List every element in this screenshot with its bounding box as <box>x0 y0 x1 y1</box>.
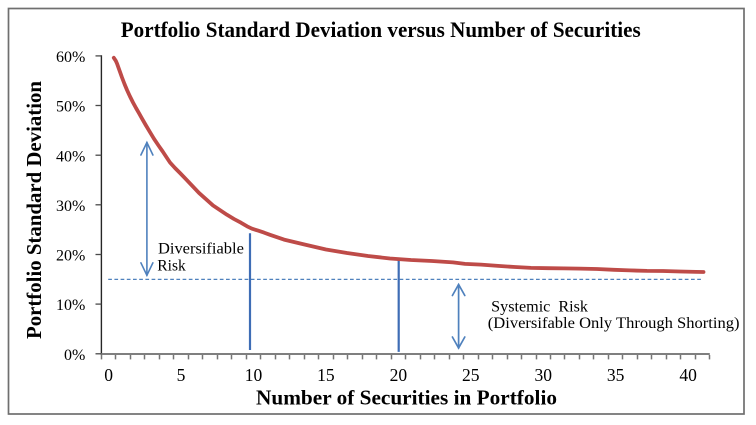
svg-text:Portfolio Standard Deviation: Portfolio Standard Deviation <box>22 81 46 339</box>
svg-text:30: 30 <box>534 365 552 385</box>
svg-text:35: 35 <box>607 365 625 385</box>
svg-text:40%: 40% <box>56 148 85 165</box>
svg-text:20%: 20% <box>56 248 85 265</box>
svg-text:Portfolio Standard Deviation v: Portfolio Standard Deviation versus Numb… <box>121 17 641 42</box>
svg-text:40: 40 <box>679 365 697 385</box>
svg-text:60%: 60% <box>56 49 85 66</box>
svg-text:Systemic Risk: Systemic Risk <box>491 298 588 315</box>
svg-text:10%: 10% <box>56 297 85 314</box>
svg-text:Number of Securities in Portfo: Number of Securities in Portfolio <box>256 386 557 410</box>
svg-text:50%: 50% <box>56 99 85 116</box>
svg-text:Diversifiable: Diversifiable <box>158 240 244 257</box>
svg-text:0%: 0% <box>64 347 85 364</box>
svg-text:30%: 30% <box>56 198 85 215</box>
svg-text:0: 0 <box>104 365 113 385</box>
svg-text:20: 20 <box>390 365 408 385</box>
svg-text:10: 10 <box>245 365 263 385</box>
svg-text:15: 15 <box>317 365 335 385</box>
svg-text:Risk: Risk <box>157 257 186 274</box>
svg-text:5: 5 <box>177 365 186 385</box>
svg-text:(Diversifable Only Through Sho: (Diversifable Only Through Shorting) <box>488 315 740 332</box>
svg-text:25: 25 <box>462 365 480 385</box>
